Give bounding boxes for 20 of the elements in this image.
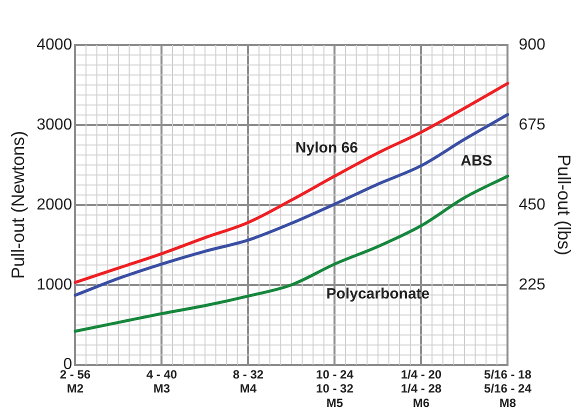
y2-tick-label: 675 bbox=[518, 116, 546, 134]
line-series bbox=[74, 174, 510, 333]
y2-axis-title: Pull-out (lbs) bbox=[554, 154, 574, 256]
y2-tick-label: 450 bbox=[518, 196, 546, 214]
y-axis-title: Pull-out (Newtons) bbox=[8, 130, 28, 279]
series-label: ABS bbox=[460, 152, 492, 170]
y-tick-label: 1000 bbox=[36, 276, 72, 294]
y-tick-label: 4000 bbox=[36, 36, 72, 54]
series-label: Nylon 66 bbox=[295, 139, 358, 156]
series-label: Polycarbonate bbox=[326, 286, 430, 303]
x-tick-label: 5/16 - 18 5/16 - 24 M8 bbox=[484, 367, 532, 410]
y-tick-label: 3000 bbox=[36, 116, 72, 134]
line-series bbox=[74, 82, 510, 284]
x-tick-label: 8 - 32 M4 bbox=[232, 367, 264, 396]
x-tick-label: 1/4 - 20 1/4 - 28 M6 bbox=[400, 367, 442, 410]
y2-tick-label: 900 bbox=[518, 36, 546, 54]
y2-tick-label: 225 bbox=[518, 276, 546, 294]
y-tick-label: 2000 bbox=[36, 196, 72, 214]
x-tick-label: 4 - 40 M3 bbox=[146, 367, 178, 396]
x-tick-label: 10 - 24 10 - 32 M5 bbox=[316, 367, 354, 410]
